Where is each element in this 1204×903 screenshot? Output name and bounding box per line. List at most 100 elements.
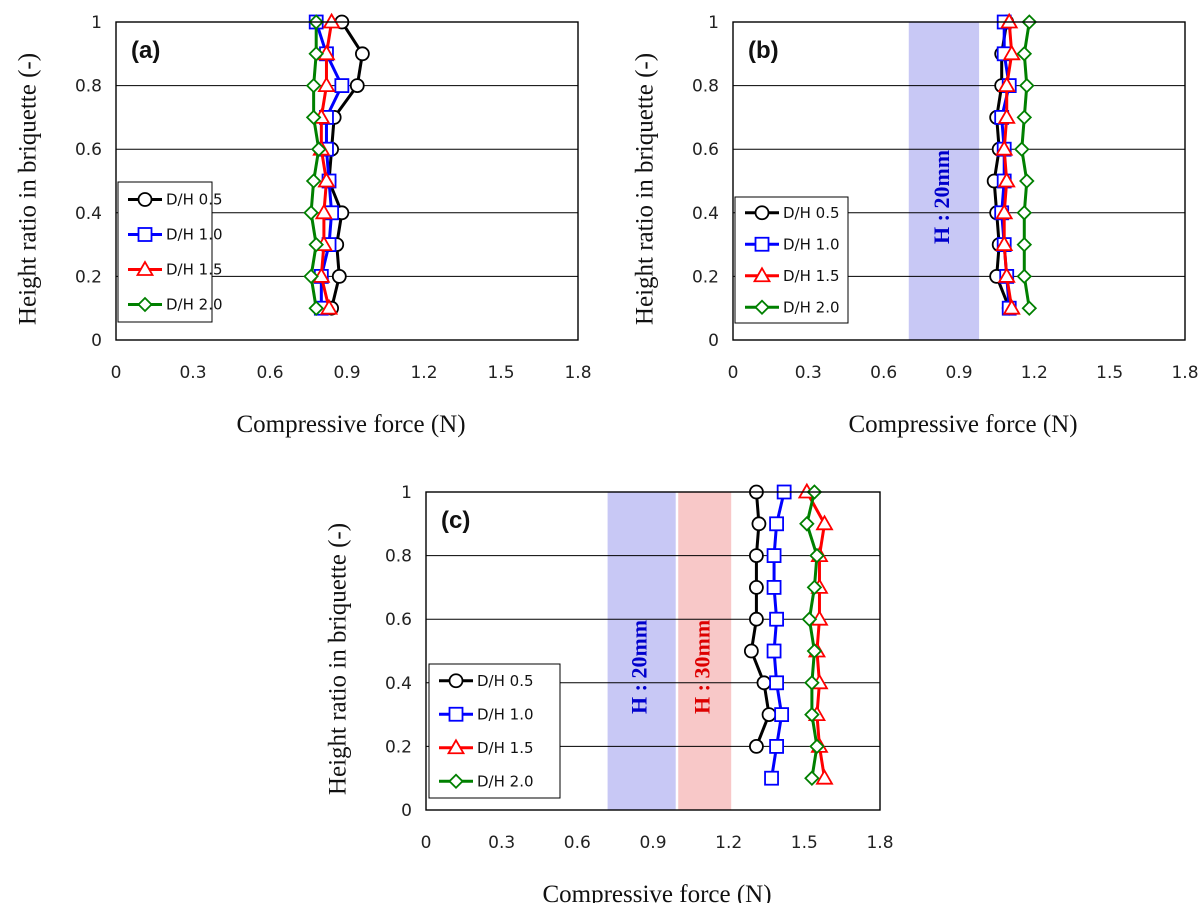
y-axis-title: Height ratio in briquette (-) <box>15 53 42 325</box>
y-tick-label: 0.8 <box>75 77 102 97</box>
y-tick-label: 0.8 <box>692 77 719 97</box>
y-tick-label: 0.2 <box>692 267 719 287</box>
legend-label: D/H 0.5 <box>783 204 840 222</box>
x-tick-label: 1.5 <box>487 363 514 383</box>
plot-frame <box>115 21 579 341</box>
legend: D/H 0.5 D/H 1.0 D/H 1.5 D/H 2.0 <box>428 663 561 799</box>
data-point <box>1016 268 1033 285</box>
legend-label: D/H 2.0 <box>477 772 534 790</box>
y-tick-label: 0.4 <box>692 204 719 224</box>
data-point <box>769 516 784 532</box>
legend-marker <box>137 227 153 242</box>
legend-marker <box>754 205 770 221</box>
series-d-h-2-0 <box>799 484 825 786</box>
plot-frame <box>425 491 881 811</box>
highlight-band <box>678 492 732 810</box>
x-axis-title: Compressive force (N) <box>542 881 771 903</box>
data-point <box>308 300 324 316</box>
legend-box <box>117 181 213 323</box>
data-point <box>354 46 370 62</box>
band-label: H : 20mm <box>627 620 652 714</box>
y-tick-label: 1 <box>401 483 412 503</box>
x-axis-title: Compressive force (N) <box>848 411 1077 438</box>
data-point <box>749 548 764 563</box>
x-tick-label: 1.2 <box>1021 363 1048 383</box>
series-line <box>319 21 334 309</box>
data-point <box>806 643 823 659</box>
data-point <box>1021 300 1038 316</box>
legend: D/H 0.5 D/H 1.0 D/H 1.5 D/H 2.0 <box>734 196 849 324</box>
x-tick-label: 1.8 <box>564 363 591 383</box>
data-point <box>322 12 341 29</box>
legend-label: D/H 2.0 <box>166 296 223 314</box>
legend-marker <box>137 296 153 313</box>
data-point <box>997 108 1016 124</box>
series-line <box>1002 21 1014 309</box>
data-point <box>799 516 815 532</box>
y-tick-label: 0 <box>401 801 412 821</box>
y-tick-label: 0.6 <box>385 610 412 630</box>
data-point <box>1014 141 1030 157</box>
y-tick-label: 0.6 <box>692 140 719 160</box>
data-point <box>1016 46 1033 62</box>
data-point <box>305 77 322 94</box>
data-point <box>1016 205 1033 221</box>
series-line <box>770 491 786 779</box>
legend-box <box>734 196 849 324</box>
legend: D/H 0.5 D/H 1.0 D/H 1.5 D/H 2.0 <box>117 181 223 323</box>
legend-label: D/H 1.5 <box>783 267 840 285</box>
legend-marker <box>448 706 464 722</box>
legend-marker <box>137 192 153 207</box>
data-point <box>305 109 322 126</box>
y-tick-label: 0.4 <box>385 674 412 694</box>
data-point <box>766 580 782 595</box>
series-line <box>992 21 1011 309</box>
data-point <box>815 768 834 785</box>
data-point <box>804 770 820 786</box>
x-tick-label: 0.6 <box>256 363 283 383</box>
legend-label: D/H 1.0 <box>477 705 534 723</box>
panel-label: (c) <box>441 507 470 534</box>
data-point <box>761 707 777 722</box>
x-tick-label: 0.3 <box>795 363 822 383</box>
data-point <box>308 236 324 253</box>
x-tick-label: 1.5 <box>1096 363 1123 383</box>
x-tick-label: 0.6 <box>870 363 897 383</box>
x-tick-label: 0.3 <box>488 833 515 853</box>
legend-label: D/H 0.5 <box>166 191 223 209</box>
data-point <box>1000 12 1019 29</box>
series-line <box>314 21 344 309</box>
data-point <box>997 267 1016 283</box>
x-tick-label: 0 <box>421 833 432 853</box>
x-tick-label: 0.6 <box>564 833 591 853</box>
data-point <box>749 739 764 754</box>
highlight-band <box>908 22 980 340</box>
x-tick-label: 0.9 <box>639 833 666 853</box>
data-point <box>743 643 759 659</box>
chart-panel-1: 0 0.2 0.4 0.6 0.8 1 0 0.3 0.6 0.9 1.2 1.5 1.8 Compres… <box>15 12 592 438</box>
series-d-h-1-5 <box>995 12 1021 315</box>
legend-marker <box>752 266 772 283</box>
data-point <box>774 707 790 722</box>
series-line <box>805 491 819 779</box>
y-tick-label: 0.6 <box>75 140 102 160</box>
series-line <box>327 21 364 309</box>
legend-marker <box>754 236 770 252</box>
legend-marker <box>448 673 464 689</box>
data-point <box>1019 77 1035 94</box>
data-point <box>766 548 782 563</box>
x-tick-label: 0.9 <box>333 363 360 383</box>
chart-panel-3: H : 20mm H : 30mm 0 0.2 0.4 0.6 0.8 1 0 0.3 0.6 0.9… <box>325 482 894 903</box>
x-tick-label: 1.2 <box>715 833 742 853</box>
y-axis-title: Height ratio in briquette (-) <box>325 523 352 795</box>
data-point <box>349 78 365 93</box>
data-point <box>809 738 825 755</box>
y-tick-label: 0.8 <box>385 547 412 567</box>
data-point <box>1019 173 1035 189</box>
chart-panel-2: H : 20mm 0 0.2 0.4 0.6 0.8 1 0 0.3 0.6 0.9 1.2 1.5 1.… <box>632 12 1199 438</box>
data-point <box>997 76 1016 92</box>
band-label: H : 30mm <box>690 620 715 714</box>
series-line <box>1020 21 1031 309</box>
series-d-h-2-0 <box>303 14 327 316</box>
